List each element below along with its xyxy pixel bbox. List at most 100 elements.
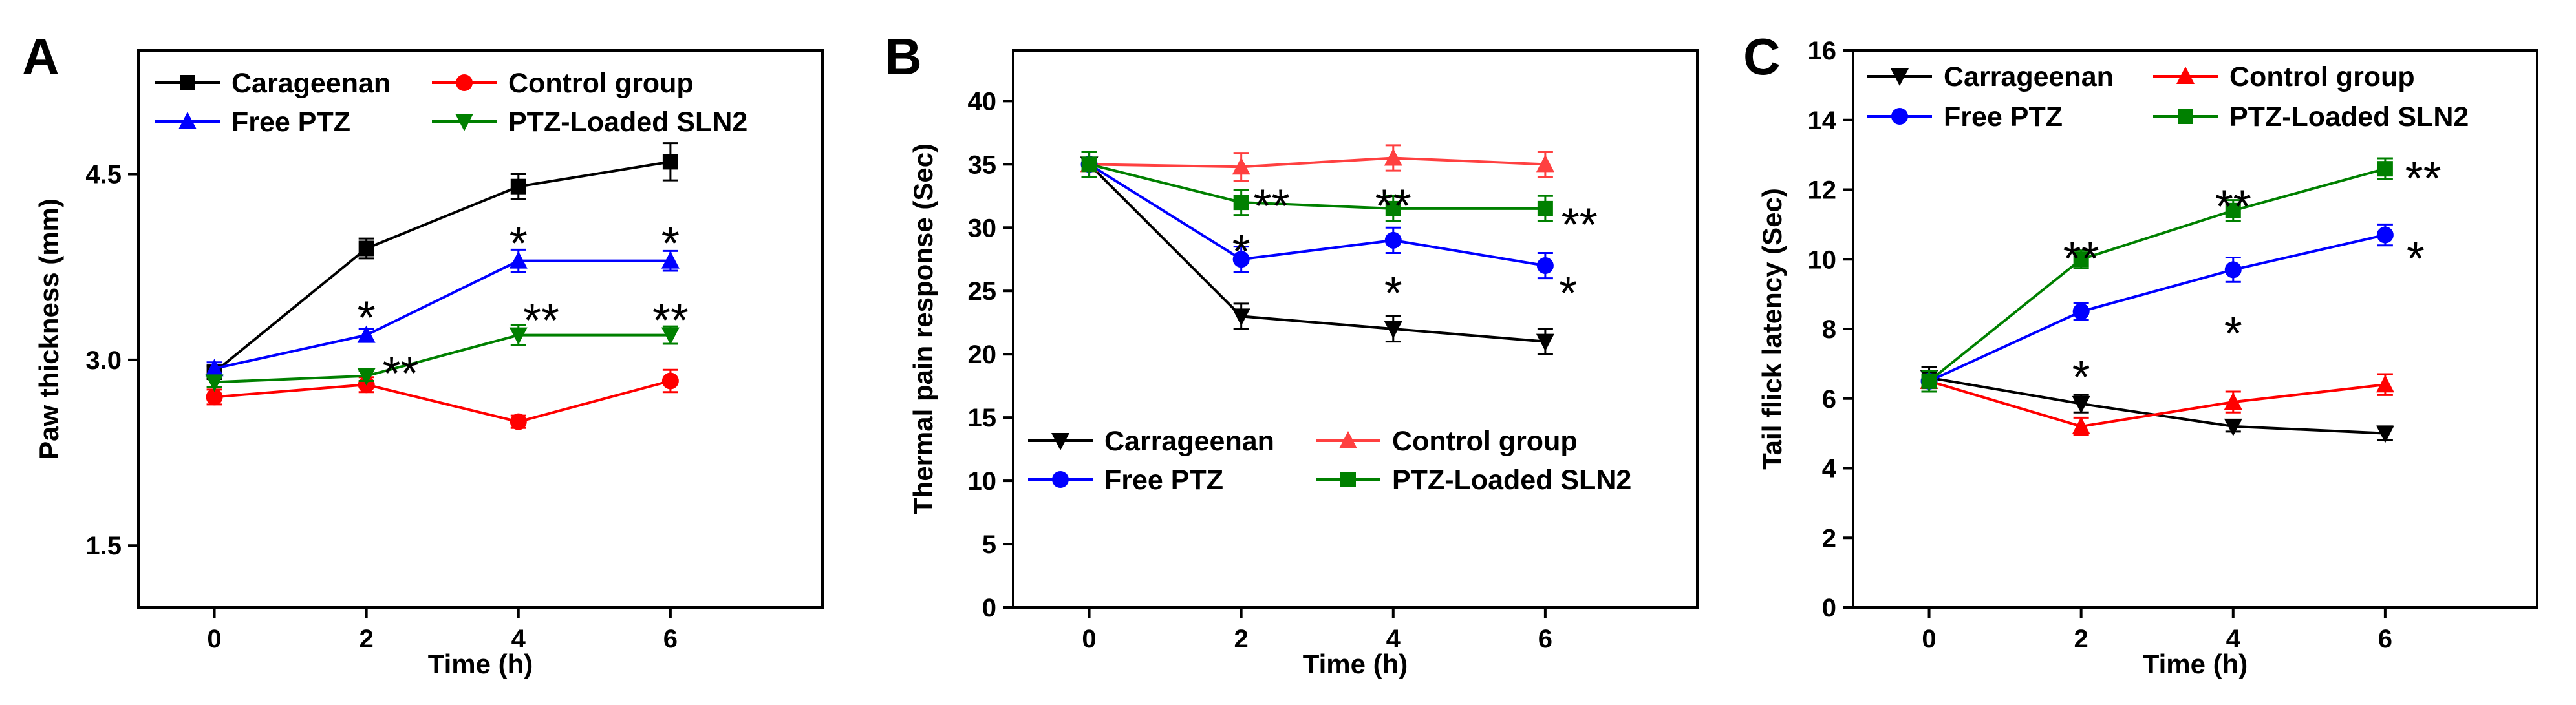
y-tick-label: 3.0 [85,346,122,375]
x-tick-label: 2 [1234,625,1249,653]
legend-item: PTZ-Loaded SLN2 [432,107,747,138]
legend-marker [2178,109,2193,124]
legend-item: Carrageenan [1867,61,2114,92]
x-tick-label: 4 [2226,625,2241,653]
y-tick-label: 1.5 [85,532,122,560]
data-point [661,372,679,390]
y-tick-label: 35 [968,151,997,179]
y-tick-label: 2 [1822,524,1836,552]
significance-mark: ** [2405,153,2442,205]
y-tick-label: 15 [968,404,997,432]
panel-b-letter: B [885,28,922,85]
panel-b-legend: Carrageenan Control group Free PTZ PTZ-Load… [1028,426,1631,496]
legend-item: Control group [432,68,694,99]
legend-marker [1051,433,1069,450]
significance-mark: ** [1562,200,1598,251]
data-point [2072,303,2090,321]
data-point [2072,395,2090,414]
y-tick-label: 8 [1822,315,1836,344]
panel-a-legend: Carageenan Control group Free PTZ PTZ-Loade… [155,68,747,138]
data-point [662,154,678,170]
legend-marker [1340,472,1356,487]
panel-a-annotations: ********* [358,218,689,400]
data-point [1232,308,1250,326]
data-point [358,240,374,257]
series-free-ptz [1080,151,1554,280]
panel-c-x-axis-title: Time (h) [2143,649,2248,679]
data-point [2073,251,2089,268]
significance-mark: ** [2063,233,2099,285]
significance-mark: * [1559,268,1577,319]
legend-label: Free PTZ [1944,101,2063,132]
panel-b-y-axis-title: Thermal pain response (Sec) [908,143,938,514]
x-tick-label: 2 [360,625,374,653]
series-line [214,333,671,384]
data-point [2376,425,2394,443]
panel-a-y-ticks: 1.5 3.0 4.5 [85,161,138,560]
legend-marker [178,112,197,129]
x-tick-label: 4 [511,625,526,653]
series-line [1089,156,1545,169]
legend-marker [456,74,473,91]
data-point [205,359,224,377]
legend-label: Carrageenan [1104,426,1274,457]
x-tick-label: 6 [2378,625,2392,653]
y-tick-label: 10 [968,467,997,496]
series-control-group [1920,370,2394,436]
legend-item: Free PTZ [1028,465,1223,496]
data-point [509,251,528,269]
panel-c: C Time (h) Tail flick latency (Sec) 0 2 4 6… [1743,28,2538,679]
y-tick-label: 40 [968,87,997,116]
legend-marker [1339,431,1357,448]
y-tick-label: 4 [1822,455,1837,483]
legend-item: Control group [1316,426,1578,457]
panel-a: A Time (h) Paw thickness (mm) 1.53.04.5 … [22,28,824,679]
significance-mark: * [2224,308,2242,360]
series-line [1928,167,2386,383]
legend-label: PTZ-Loaded SLN2 [2229,101,2469,132]
data-point [1233,195,1249,211]
panel-b-plot-frame [1012,49,1699,609]
data-point [1384,148,1402,166]
series-carrageenan [1080,151,1554,355]
significance-mark: ** [2215,181,2251,233]
legend-marker [180,75,195,90]
series-free-ptz [1920,223,2394,393]
series-line [213,160,671,374]
data-point [510,178,526,195]
data-point [661,327,680,345]
x-tick-label: 6 [1538,625,1552,653]
data-point [1384,231,1402,249]
panel-b-series [1080,144,1554,355]
panel-a-series [205,142,680,430]
panel-c-legend: Carrageenan Control group Free PTZ PTZ-Load… [1867,61,2469,132]
data-point [205,374,224,392]
series-line [1928,233,2386,383]
data-point [1536,333,1554,352]
y-tick-label: 0 [982,594,996,622]
data-point [357,325,376,343]
data-point [1385,200,1401,216]
legend-label: Free PTZ [231,107,350,138]
legend-item: PTZ-Loaded SLN2 [1316,465,1631,496]
panel-a-x-ticks: 0 2 4 6 [207,607,678,653]
legend-marker [2176,67,2195,84]
data-point [206,388,223,406]
significance-mark: * [510,218,528,270]
x-tick-label: 0 [1922,625,1936,653]
series-line [214,379,671,423]
legend-marker [1052,471,1069,488]
x-tick-label: 0 [1082,625,1096,653]
legend-label: Control group [508,68,694,99]
data-point [2224,392,2242,410]
series-ptz-loaded-sln2 [205,324,680,392]
legend-item: Control group [2153,61,2415,92]
significance-mark: ** [523,295,559,346]
data-point [1232,157,1250,175]
legend-item: Free PTZ [155,107,350,138]
data-point [2225,202,2241,218]
y-tick-label: 6 [1822,385,1836,414]
data-point [2376,226,2394,244]
legend-marker [455,114,473,131]
significance-mark: * [358,292,376,344]
